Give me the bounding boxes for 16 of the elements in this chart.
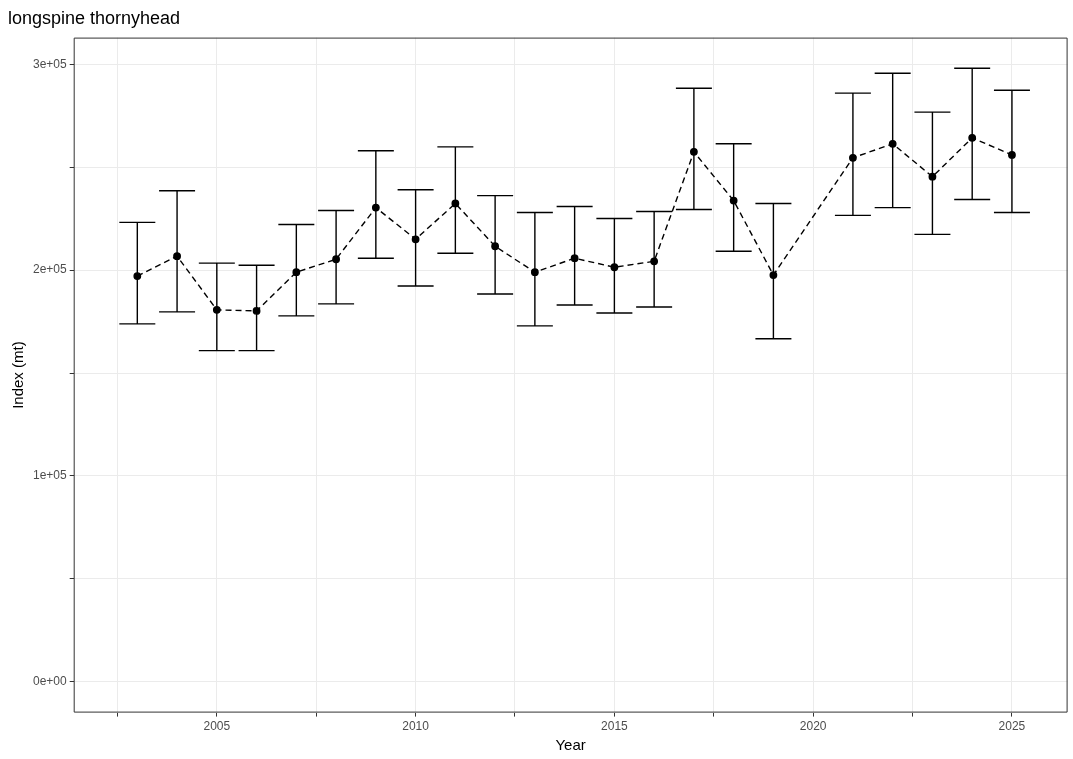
y-tick-label: 1e+05 [33,468,68,483]
point [252,306,261,315]
x-tick-label: 2015 [601,719,629,734]
y-tick-label: 0e+00 [33,674,68,689]
point [888,139,897,148]
point [292,268,301,277]
x-tick-label: 2010 [402,719,430,734]
y-tick-label: 3e+05 [33,56,68,71]
y-axis-title: Index (mt) [9,341,27,409]
chart-title: longspine thornyhead [8,7,181,28]
point [133,272,142,281]
x-tick-label: 2005 [203,719,231,734]
x-axis-title: Year [555,736,586,754]
x-tick-label: 2020 [799,719,827,734]
y-tick-label: 2e+05 [33,262,68,277]
x-tick-label: 2025 [998,719,1026,734]
